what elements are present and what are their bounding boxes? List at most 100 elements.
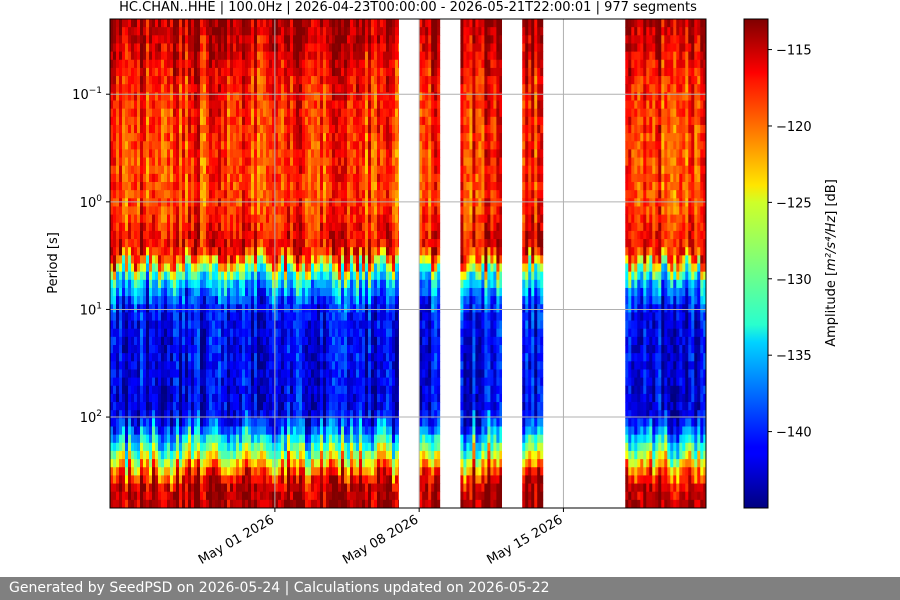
heatmap-cell <box>215 279 219 289</box>
heatmap-cell <box>191 76 195 85</box>
heatmap-cell <box>332 393 336 403</box>
heatmap-cell <box>299 328 303 338</box>
heatmap-cell <box>209 312 213 321</box>
heatmap-cell <box>350 353 354 362</box>
heatmap-cell <box>197 418 201 427</box>
heatmap-cell <box>347 239 351 248</box>
heatmap-cell <box>314 483 318 493</box>
heatmap-cell <box>251 230 255 240</box>
heatmap-cell <box>206 410 210 419</box>
heatmap-cell <box>173 157 177 167</box>
heatmap-cell <box>305 353 309 362</box>
heatmap-cell <box>173 450 177 460</box>
heatmap-cell <box>197 255 201 264</box>
heatmap-cell <box>158 59 162 69</box>
heatmap-cell <box>230 263 234 273</box>
heatmap-cell <box>116 230 120 240</box>
heatmap-cell <box>182 133 186 142</box>
heatmap-cell <box>269 279 273 289</box>
heatmap-cell <box>122 287 126 297</box>
heatmap-cell <box>260 450 264 460</box>
heatmap-cell <box>251 271 255 281</box>
heatmap-cell <box>224 173 228 183</box>
heatmap-cell <box>350 51 354 61</box>
heatmap-cell <box>332 51 336 61</box>
heatmap-cell <box>311 214 315 224</box>
heatmap-cell <box>284 92 288 101</box>
heatmap-cell <box>278 459 282 468</box>
heatmap-cell <box>317 426 321 436</box>
heatmap-cell <box>263 304 267 313</box>
heatmap-cell <box>236 214 240 224</box>
heatmap-cell <box>110 59 114 69</box>
heatmap-cell <box>332 483 336 493</box>
heatmap-cell <box>263 100 267 110</box>
heatmap-cell <box>332 206 336 215</box>
heatmap-cell <box>278 165 282 175</box>
heatmap-cell <box>329 434 333 444</box>
heatmap-cell <box>239 385 243 395</box>
heatmap-cell <box>155 263 159 273</box>
heatmap-cell <box>332 304 336 313</box>
heatmap-cell <box>296 239 300 248</box>
heatmap-cell <box>206 402 210 411</box>
heatmap-cell <box>263 361 267 370</box>
heatmap-cell <box>155 108 159 118</box>
heatmap-cell <box>188 230 192 240</box>
heatmap-cell <box>320 27 324 36</box>
heatmap-cell <box>125 499 129 509</box>
heatmap-cell <box>251 263 255 273</box>
heatmap-cell <box>125 157 129 167</box>
heatmap-cell <box>125 214 129 224</box>
heatmap-cell <box>254 222 258 232</box>
heatmap-cell <box>344 377 348 387</box>
heatmap-cell <box>173 369 177 378</box>
heatmap-cell <box>134 320 138 330</box>
heatmap-cell <box>293 418 297 427</box>
heatmap-cell <box>206 459 210 468</box>
heatmap-cell <box>221 108 225 118</box>
heatmap-cell <box>131 35 135 44</box>
heatmap-cell <box>209 198 213 207</box>
heatmap-cell <box>218 165 222 175</box>
heatmap-cell <box>203 206 207 215</box>
heatmap-cell <box>269 35 273 44</box>
heatmap-cell <box>275 442 279 452</box>
heatmap-cell <box>311 434 315 444</box>
heatmap-cell <box>131 393 135 403</box>
heatmap-cell <box>335 124 339 134</box>
heatmap-cell <box>260 483 264 493</box>
heatmap-cell <box>179 165 183 175</box>
heatmap-cell <box>317 393 321 403</box>
heatmap-cell <box>119 434 123 444</box>
heatmap-cell <box>233 59 237 69</box>
heatmap-cell <box>323 467 327 476</box>
heatmap-cell <box>161 35 165 44</box>
heatmap-cell <box>359 27 363 36</box>
heatmap-cell <box>299 239 303 248</box>
heatmap-cell <box>242 385 246 395</box>
heatmap-cell <box>206 43 210 52</box>
heatmap-cell <box>116 434 120 444</box>
heatmap-cell <box>209 35 213 44</box>
heatmap-cell <box>317 84 321 93</box>
heatmap-cell <box>179 239 183 248</box>
heatmap-cell <box>158 393 162 403</box>
heatmap-cell <box>314 328 318 338</box>
heatmap-cell <box>311 304 315 313</box>
heatmap-cell <box>239 353 243 362</box>
heatmap-cell <box>353 483 357 493</box>
heatmap-cell <box>311 59 315 69</box>
heatmap-cell <box>134 336 138 346</box>
heatmap-cell <box>164 287 168 297</box>
heatmap-cell <box>326 198 330 207</box>
heatmap-cell <box>155 51 159 61</box>
heatmap-cell <box>341 361 345 370</box>
heatmap-cell <box>146 190 150 199</box>
heatmap-cell <box>260 108 264 118</box>
heatmap-cell <box>353 393 357 403</box>
heatmap-cell <box>248 190 252 199</box>
heatmap-cell <box>137 157 141 167</box>
heatmap-cell <box>263 51 267 61</box>
heatmap-cell <box>176 353 180 362</box>
